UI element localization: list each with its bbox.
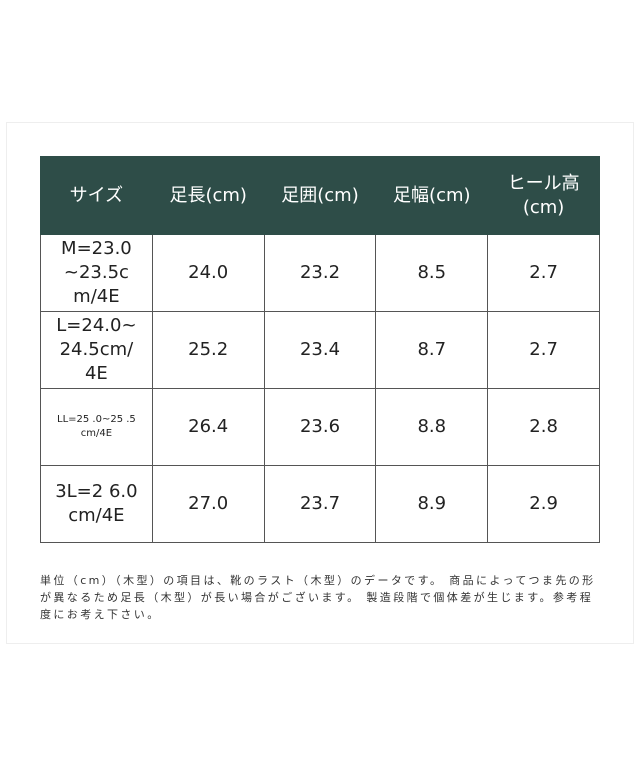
value-cell: 23.4 [263,311,377,389]
note-text: 単位（cm）（木型）の項目は、靴のラスト（木型）のデータです。 商品によってつま… [40,574,596,621]
value-cell: 23.7 [263,465,377,543]
size-cell: M=23.0~23.5cm/4E [40,234,153,312]
value-cell: 8.5 [375,234,489,312]
header-foot-girth: 足囲(cm) [263,156,377,235]
value-cell: 2.7 [487,311,600,389]
value-cell: 26.4 [151,388,265,466]
value-cell: 8.7 [375,311,489,389]
size-chart-card [6,122,634,644]
value-cell: 8.8 [375,388,489,466]
value-cell: 2.8 [487,388,600,466]
header-foot-width: 足幅(cm) [375,156,489,235]
value-cell: 23.2 [263,234,377,312]
table-row: LL=25 .0~25 .5cm/4E 26.4 23.6 8.8 2.8 [40,388,600,466]
table-header-row: サイズ 足長(cm) 足囲(cm) 足幅(cm) ヒール高(cm) [40,156,600,235]
value-cell: 2.7 [487,234,600,312]
table-row: 3L=2 6.0cm/4E 27.0 23.7 8.9 2.9 [40,465,600,543]
value-cell: 23.6 [263,388,377,466]
header-foot-length: 足長(cm) [151,156,265,235]
value-cell: 25.2 [151,311,265,389]
table-row: M=23.0~23.5cm/4E 24.0 23.2 8.5 2.7 [40,234,600,312]
size-cell: LL=25 .0~25 .5cm/4E [40,388,153,466]
value-cell: 24.0 [151,234,265,312]
header-heel-height: ヒール高(cm) [487,156,600,235]
value-cell: 2.9 [487,465,600,543]
value-cell: 8.9 [375,465,489,543]
size-cell: L=24.0~24.5cm/4E [40,311,153,389]
header-size: サイズ [40,156,153,235]
size-table: サイズ 足長(cm) 足囲(cm) 足幅(cm) ヒール高(cm) M=23.0… [40,156,600,543]
value-cell: 27.0 [151,465,265,543]
size-cell: 3L=2 6.0cm/4E [40,465,153,543]
table-row: L=24.0~24.5cm/4E 25.2 23.4 8.7 2.7 [40,311,600,389]
